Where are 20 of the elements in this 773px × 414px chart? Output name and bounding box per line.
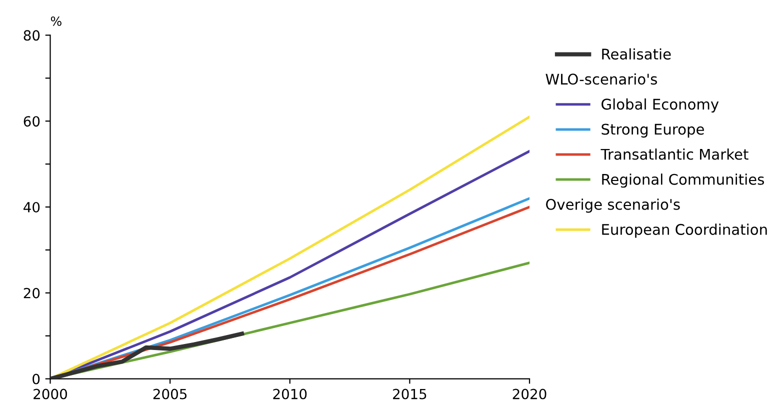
y-tick-label: 80 [24,30,40,41]
y-tick-label: 0 [32,374,40,384]
legend-label: Strong Europe [602,124,704,138]
legend-label: Global Economy [602,98,719,113]
text: WLO-scenario's [546,73,657,85]
x-tick-label: 2015 [393,388,426,400]
x-tick-label: 2010 [273,388,307,400]
y-tick-label: 60 [24,116,40,127]
legend-label: Regional Communities [602,174,764,188]
legend-label: European Coordination [602,224,767,238]
x-tick-label: 2020 [512,388,546,400]
y-tick-label: 20 [24,288,40,298]
x-tick-label: 2000 [34,388,67,400]
x-tick-label: 2005 [153,388,187,400]
legend-label: Transatlantic Market [600,148,748,160]
text: Overige scenario's [546,198,680,213]
y-axis-title: % [50,16,62,26]
legend-label: Realisatie [602,48,671,60]
line-series [50,332,244,379]
y-tick-label: 40 [24,202,40,212]
